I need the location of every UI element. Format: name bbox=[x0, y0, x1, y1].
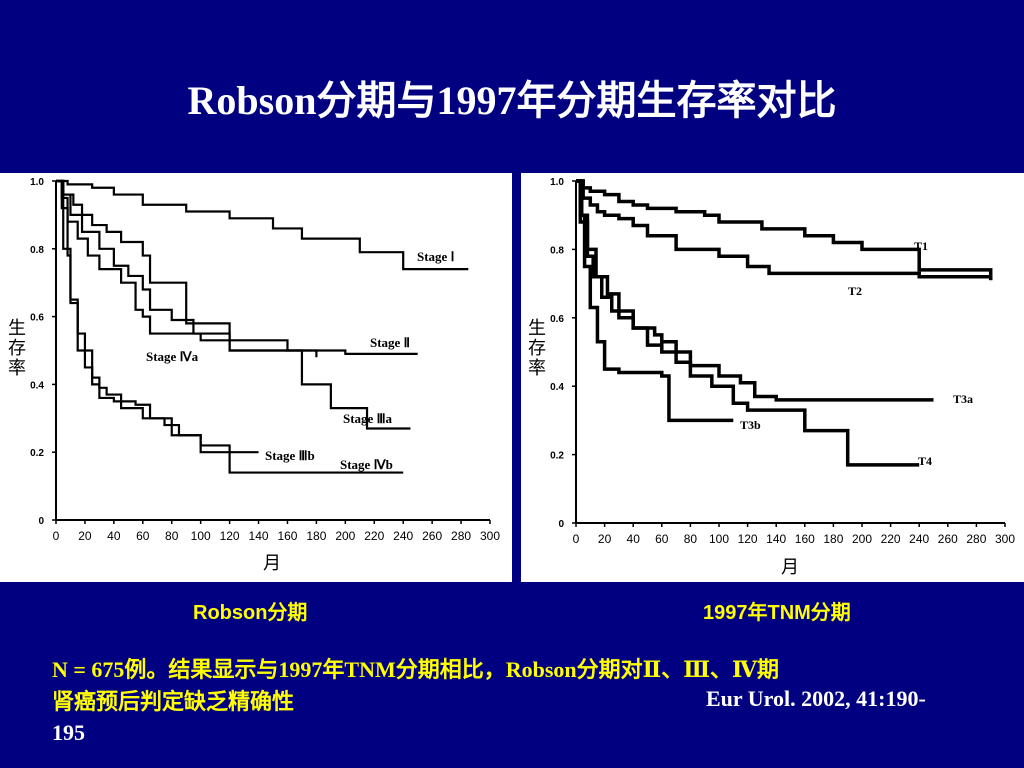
x-tick-label: 180 bbox=[823, 532, 843, 546]
series-label-4: T4 bbox=[918, 454, 932, 468]
tnm-caption: 1997年TNM分期 bbox=[703, 602, 851, 624]
x-tick-label: 140 bbox=[766, 532, 786, 546]
x-tick-label: 260 bbox=[938, 532, 958, 546]
series-line-0 bbox=[56, 179, 469, 271]
series-label-0: Stage Ⅰ bbox=[417, 249, 454, 264]
note-line-1: N = 675例。结果显示与1997年TNM分期相比，Robson分期对Ⅱ、Ⅲ、… bbox=[52, 657, 779, 682]
x-tick-label: 120 bbox=[738, 532, 758, 546]
x-tick-label: 0 bbox=[53, 529, 60, 543]
x-tick-label: 80 bbox=[165, 529, 179, 543]
y-tick-label: 0 bbox=[558, 519, 564, 530]
x-tick-label: 0 bbox=[573, 532, 580, 546]
x-tick-label: 160 bbox=[795, 532, 815, 546]
y-tick-label: 0.6 bbox=[550, 314, 564, 325]
y-tick-label: 0.8 bbox=[30, 245, 44, 256]
x-tick-label: 120 bbox=[220, 529, 240, 543]
citation-pages: 195 bbox=[52, 720, 85, 745]
y-tick-label: 0.6 bbox=[30, 313, 44, 324]
y-tick-label: 0.2 bbox=[550, 451, 564, 462]
x-tick-label: 140 bbox=[249, 529, 269, 543]
robson-survival-chart: 0 0.2 0.4 0.6 0.8 1.0 0 20 40 60 80 100 120 140 160 180… bbox=[30, 177, 500, 543]
series-line-1 bbox=[576, 179, 993, 281]
x-tick-label: 20 bbox=[78, 529, 92, 543]
x-tick-label: 60 bbox=[136, 529, 150, 543]
tnm-y-axis-label: 生存率 bbox=[528, 318, 546, 379]
series-label-2: Stage Ⅳa bbox=[146, 349, 199, 364]
x-tick-label: 100 bbox=[709, 532, 729, 546]
x-tick-label: 240 bbox=[393, 529, 413, 543]
series-line-5 bbox=[56, 179, 404, 474]
x-tick-label: 20 bbox=[598, 532, 612, 546]
x-tick-label: 200 bbox=[335, 529, 355, 543]
series-label-4: Stage Ⅲb bbox=[265, 448, 315, 463]
series-line-4 bbox=[576, 179, 734, 423]
robson-chart-panel: 0 0.2 0.4 0.6 0.8 1.0 0 20 40 60 80 100 120 140 160 180… bbox=[0, 173, 512, 582]
y-tick-label: 0.4 bbox=[550, 382, 564, 393]
series-line-2 bbox=[56, 179, 318, 358]
robson-caption: Robson分期 bbox=[193, 602, 308, 624]
citation: Eur Urol. 2002, 41:190- bbox=[706, 686, 926, 711]
series-label-5: Stage Ⅳb bbox=[340, 457, 393, 472]
x-tick-label: 240 bbox=[909, 532, 929, 546]
x-tick-label: 100 bbox=[191, 529, 211, 543]
series-label-0: T1 bbox=[914, 239, 928, 253]
robson-x-axis-label: 月 bbox=[263, 553, 281, 574]
x-tick-label: 280 bbox=[451, 529, 471, 543]
x-tick-label: 180 bbox=[306, 529, 326, 543]
robson-y-axis-label: 生存率 bbox=[8, 318, 26, 379]
x-tick-label: 260 bbox=[422, 529, 442, 543]
series-label-1: T2 bbox=[848, 284, 862, 298]
x-tick-label: 200 bbox=[852, 532, 872, 546]
series-line-4 bbox=[56, 179, 259, 454]
y-tick-label: 0.4 bbox=[30, 380, 44, 391]
series-label-3: Stage Ⅲa bbox=[343, 411, 393, 426]
series-label-3: T3b bbox=[740, 418, 761, 432]
x-tick-label: 280 bbox=[966, 532, 986, 546]
y-tick-label: 1.0 bbox=[30, 177, 44, 188]
x-tick-label: 300 bbox=[995, 532, 1015, 546]
x-tick-label: 220 bbox=[881, 532, 901, 546]
y-tick-label: 0.8 bbox=[550, 245, 564, 256]
x-tick-label: 220 bbox=[364, 529, 384, 543]
series-line-0 bbox=[576, 179, 993, 281]
x-tick-label: 60 bbox=[655, 532, 669, 546]
y-tick-label: 0.2 bbox=[30, 448, 44, 459]
tnm-x-axis-label: 月 bbox=[781, 557, 799, 578]
series-line-2 bbox=[576, 179, 934, 402]
y-tick-label: 0 bbox=[38, 516, 44, 527]
y-tick-label: 1.0 bbox=[550, 177, 564, 188]
series-line-1 bbox=[56, 179, 418, 355]
x-tick-label: 80 bbox=[684, 532, 698, 546]
x-tick-label: 40 bbox=[627, 532, 641, 546]
x-tick-label: 40 bbox=[107, 529, 121, 543]
slide-title: Robson分期与1997年分期生存率对比 bbox=[187, 78, 837, 123]
x-tick-label: 300 bbox=[480, 529, 500, 543]
tnm-chart-panel: 0 0.2 0.4 0.6 0.8 1.0 0 20 40 60 80 100 120 140 160 180… bbox=[521, 173, 1024, 582]
series-label-1: Stage Ⅱ bbox=[370, 335, 410, 350]
series-line-3 bbox=[576, 179, 920, 467]
tnm-survival-chart: 0 0.2 0.4 0.6 0.8 1.0 0 20 40 60 80 100 120 140 160 180… bbox=[550, 177, 1015, 546]
series-line-3 bbox=[56, 179, 411, 430]
series-label-2: T3a bbox=[953, 392, 973, 406]
x-tick-label: 160 bbox=[277, 529, 297, 543]
note-line-2: 肾癌预后判定缺乏精确性 bbox=[52, 689, 295, 714]
